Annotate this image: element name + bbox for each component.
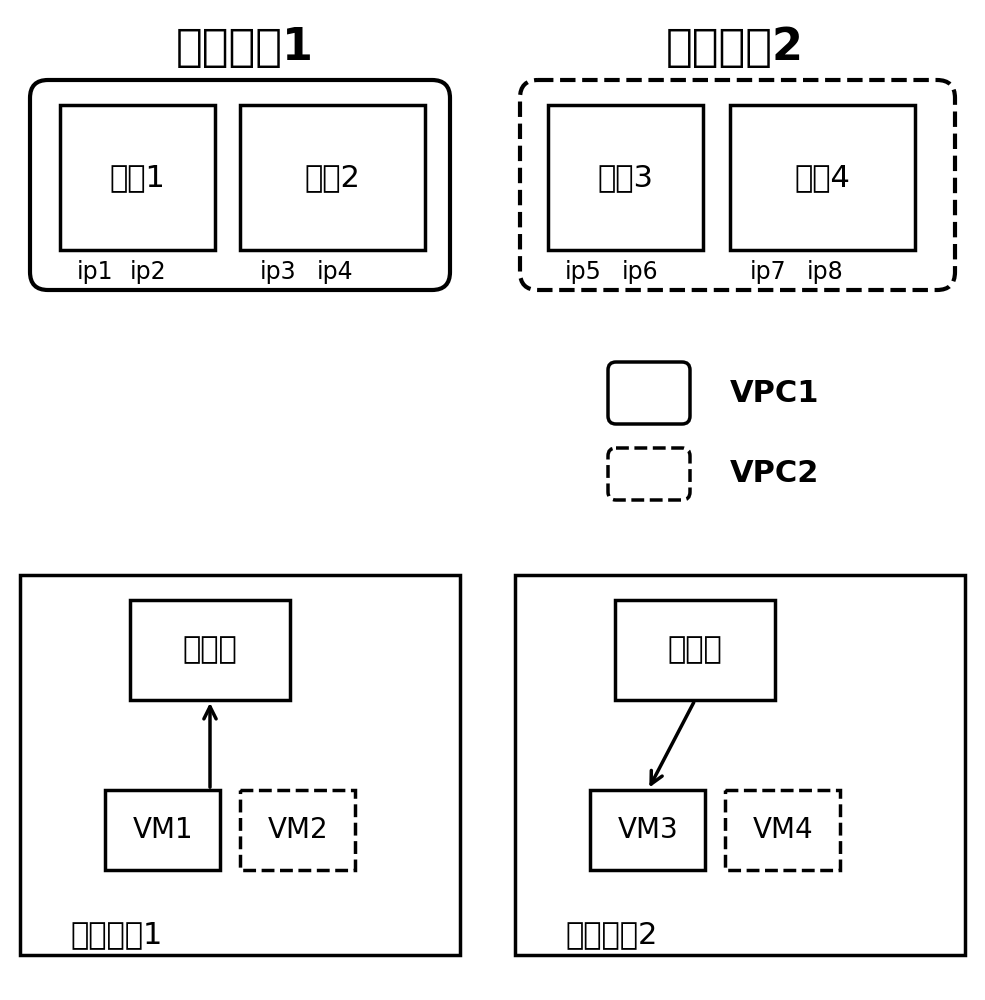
- Text: VPC1: VPC1: [730, 378, 820, 408]
- Bar: [725, 790, 840, 870]
- Text: 转发表: 转发表: [668, 636, 722, 664]
- Bar: [730, 105, 915, 250]
- Text: ip4: ip4: [317, 260, 354, 284]
- Text: 网关集群1: 网关集群1: [176, 26, 314, 70]
- Text: ip2: ip2: [130, 260, 166, 284]
- Text: 计算节点2: 计算节点2: [565, 920, 657, 950]
- FancyBboxPatch shape: [608, 448, 690, 500]
- Text: VM2: VM2: [268, 816, 328, 844]
- Bar: [60, 105, 215, 250]
- Text: 网关1: 网关1: [109, 163, 164, 192]
- Text: VM1: VM1: [133, 816, 193, 844]
- Bar: [548, 105, 703, 250]
- Bar: [615, 600, 775, 700]
- Bar: [105, 790, 220, 870]
- Text: ip5: ip5: [564, 260, 602, 284]
- FancyBboxPatch shape: [520, 80, 955, 290]
- Bar: [130, 600, 290, 700]
- Bar: [590, 790, 705, 870]
- Bar: [20, 575, 460, 955]
- Bar: [240, 790, 355, 870]
- Text: ip6: ip6: [622, 260, 658, 284]
- Text: ip8: ip8: [807, 260, 843, 284]
- Text: 转发表: 转发表: [182, 636, 237, 664]
- Text: ip3: ip3: [260, 260, 296, 284]
- Text: ip1: ip1: [77, 260, 113, 284]
- Text: VM4: VM4: [753, 816, 814, 844]
- Text: 网关集群2: 网关集群2: [666, 26, 804, 70]
- Text: VM3: VM3: [618, 816, 679, 844]
- Text: 网关3: 网关3: [597, 163, 653, 192]
- FancyBboxPatch shape: [30, 80, 450, 290]
- Text: 网关2: 网关2: [304, 163, 360, 192]
- Text: 网关4: 网关4: [794, 163, 850, 192]
- FancyBboxPatch shape: [608, 362, 690, 424]
- Text: VPC2: VPC2: [730, 460, 820, 488]
- Text: ip7: ip7: [750, 260, 786, 284]
- Text: 计算节点1: 计算节点1: [70, 920, 163, 950]
- Bar: [240, 105, 425, 250]
- Bar: [515, 575, 965, 955]
